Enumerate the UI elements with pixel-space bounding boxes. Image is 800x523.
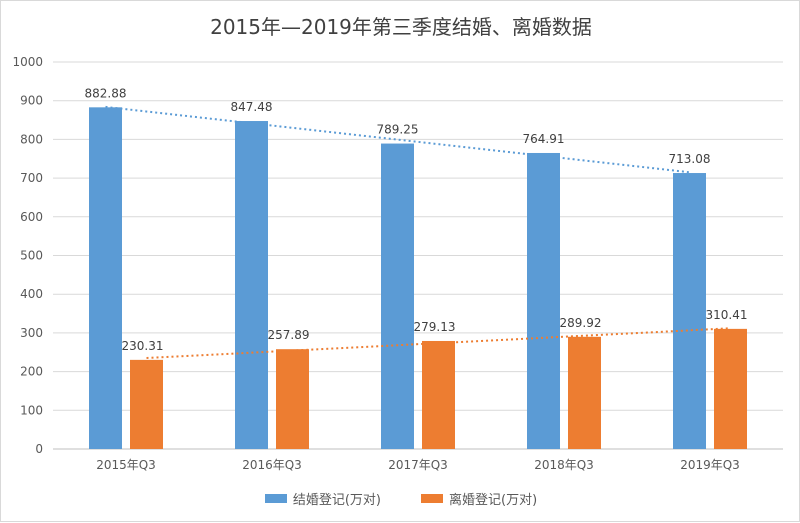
legend-label-divorce: 离婚登记(万对) (449, 493, 538, 508)
y-tick-label: 100 (20, 403, 43, 417)
data-labels: 882.88 230.31 847.48 257.89 789.25 279.13 764.… (85, 86, 748, 353)
bar-marriage (89, 107, 122, 449)
y-tick-label: 800 (20, 132, 43, 146)
data-label: 713.08 (669, 152, 711, 166)
bar-divorce (714, 328, 747, 449)
data-label: 289.92 (560, 316, 602, 330)
bar-marriage (381, 143, 414, 450)
bar-marriage (235, 121, 268, 449)
gridlines (53, 61, 783, 450)
x-tick-label: 2018年Q3 (534, 458, 594, 472)
x-axis-ticks: 2015年Q3 2016年Q3 2017年Q3 2018年Q3 2019年Q3 (96, 458, 740, 472)
bar-divorce (130, 359, 163, 449)
y-axis-ticks: 0 100 200 300 400 500 600 700 800 900 1000 (12, 55, 43, 456)
y-tick-label: 900 (20, 94, 43, 108)
y-tick-label: 600 (20, 210, 43, 224)
bar-divorce (276, 349, 309, 449)
bar-divorce (422, 340, 455, 449)
data-label: 847.48 (231, 100, 273, 114)
y-tick-label: 200 (20, 365, 43, 379)
data-label: 230.31 (122, 339, 164, 353)
legend-swatch-marriage (264, 494, 287, 503)
bar-marriage (673, 173, 706, 450)
x-tick-label: 2015年Q3 (96, 458, 156, 472)
chart-title: 2015年—2019年第三季度结婚、离婚数据 (210, 15, 592, 39)
legend-item-marriage: 结婚登记(万对) (264, 489, 381, 508)
data-label: 789.25 (377, 123, 419, 137)
x-tick-label: 2019年Q3 (680, 458, 740, 472)
data-label: 257.89 (268, 328, 310, 342)
legend: 结婚登记(万对) 离婚登记(万对) (1, 489, 800, 508)
y-tick-label: 500 (20, 249, 43, 263)
data-label: 310.41 (706, 308, 748, 322)
legend-item-divorce: 离婚登记(万对) (421, 489, 537, 508)
y-tick-label: 300 (20, 326, 43, 340)
bar-marriage (527, 152, 560, 449)
y-tick-label: 1000 (12, 55, 43, 69)
legend-label-marriage: 结婚登记(万对) (292, 493, 381, 508)
y-tick-label: 0 (35, 442, 43, 456)
x-tick-label: 2016年Q3 (242, 458, 302, 472)
legend-swatch-divorce (421, 494, 443, 503)
data-label: 279.13 (414, 320, 456, 334)
data-label: 882.88 (85, 86, 127, 100)
bar-divorce (568, 336, 601, 449)
y-tick-label: 400 (20, 287, 43, 301)
data-label: 764.91 (523, 132, 565, 146)
bars (89, 107, 747, 450)
x-tick-label: 2017年Q3 (388, 458, 448, 472)
y-tick-label: 700 (20, 171, 43, 185)
